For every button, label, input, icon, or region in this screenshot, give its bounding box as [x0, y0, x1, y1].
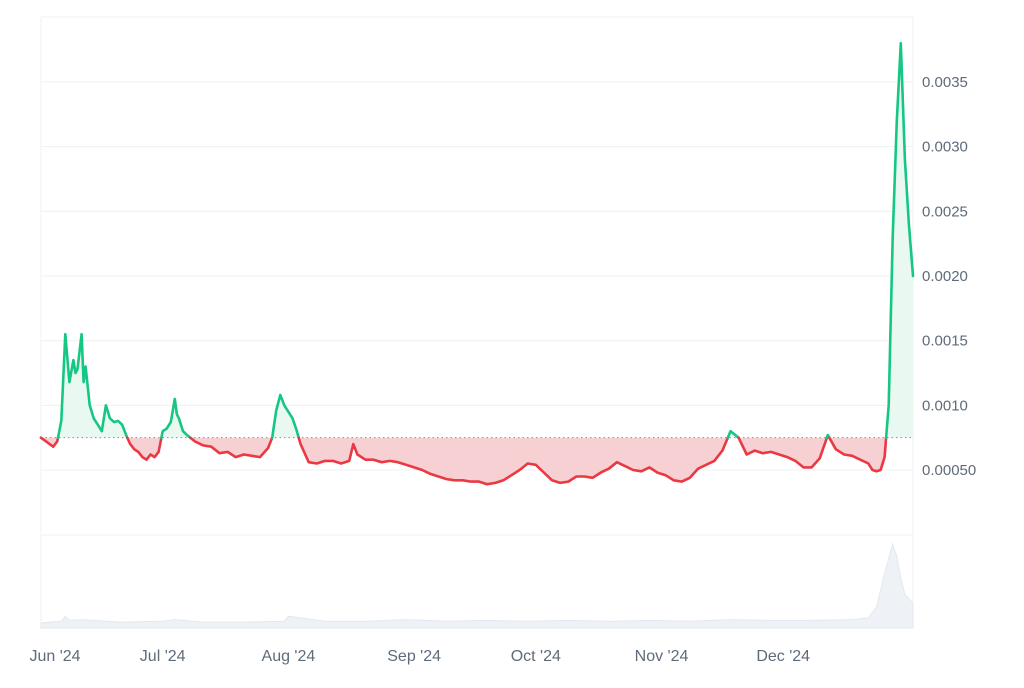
x-axis: Jun '24 Jul '24 Aug '24 Sep '24 Oct '24 Nov '…	[29, 648, 810, 665]
area-below-baseline	[127, 437, 162, 460]
price-line-down	[297, 436, 730, 486]
area-below-baseline	[738, 437, 827, 468]
gridlines	[40, 16, 914, 629]
price-line	[39, 41, 915, 486]
y-tick-label: 0.0015	[922, 333, 968, 350]
area-above-baseline	[58, 334, 128, 438]
area-below-baseline	[829, 437, 887, 472]
price-line-down	[737, 436, 829, 469]
y-tick-label: 0.0035	[922, 74, 968, 91]
price-line-up	[884, 41, 915, 439]
x-tick-label: Jul '24	[140, 648, 186, 665]
price-line-down	[828, 436, 888, 473]
y-axis: 0.00050 0.0010 0.0015 0.0020 0.0025 0.0030 0.0…	[922, 74, 976, 479]
y-tick-label: 0.0020	[922, 268, 968, 285]
price-line-up	[726, 429, 740, 439]
area-below-baseline	[190, 437, 273, 458]
y-tick-label: 0.00050	[922, 462, 976, 479]
price-line-up	[56, 332, 129, 439]
area-above-baseline	[272, 395, 299, 438]
volume-bars	[40, 542, 914, 629]
price-line-up	[270, 393, 300, 439]
x-tick-label: Nov '24	[635, 648, 689, 665]
price-line-down	[189, 436, 274, 459]
area-above-baseline	[886, 43, 913, 438]
x-tick-label: Oct '24	[511, 648, 561, 665]
x-tick-label: Sep '24	[387, 648, 441, 665]
x-tick-label: Aug '24	[262, 648, 316, 665]
y-tick-label: 0.0025	[922, 203, 968, 220]
x-tick-label: Dec '24	[756, 648, 810, 665]
y-tick-label: 0.0010	[922, 397, 968, 414]
price-line-up	[160, 397, 192, 439]
volume-area	[40, 542, 914, 629]
x-tick-label: Jun '24	[29, 648, 80, 665]
price-line-down	[126, 436, 163, 461]
area-above-baseline	[161, 398, 191, 438]
area-below-baseline	[298, 437, 728, 485]
y-tick-label: 0.0030	[922, 139, 968, 156]
price-line-down	[39, 436, 60, 448]
